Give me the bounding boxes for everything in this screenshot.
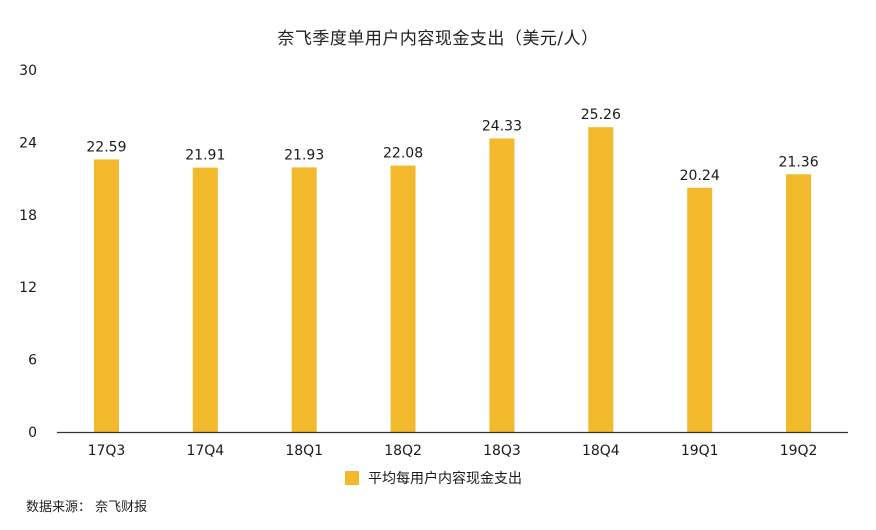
bar: [489, 138, 515, 432]
y-tick-label: 18: [19, 208, 37, 224]
bar-value-label: 21.93: [284, 147, 324, 163]
legend-label: 平均每用户内容现金支出: [368, 470, 522, 487]
x-tick-label: 18Q1: [285, 443, 323, 459]
chart-title: 奈飞季度单用户内容现金支出（美元/人）: [277, 29, 599, 49]
bar: [192, 167, 218, 433]
x-tick-label: 17Q4: [186, 443, 224, 459]
x-tick-label: 18Q3: [483, 443, 521, 459]
bar: [390, 165, 416, 432]
y-tick-label: 30: [19, 63, 37, 79]
y-axis-ticks: 0 6 12 18 24 30: [19, 63, 37, 441]
bar-value-label: 21.91: [185, 148, 225, 164]
bars-group: [93, 127, 812, 433]
bar: [687, 187, 713, 432]
y-tick-label: 0: [28, 425, 37, 441]
y-tick-label: 12: [19, 280, 37, 296]
bar-value-label: 20.24: [680, 168, 720, 184]
source-note: 数据来源： 奈飞财报: [26, 500, 148, 515]
bar: [786, 174, 812, 433]
x-axis-ticks: 17Q3 17Q4 18Q1 18Q2 18Q3 18Q4 19Q1 19Q2: [88, 443, 818, 459]
legend: 平均每用户内容现金支出: [345, 470, 522, 487]
x-tick-label: 17Q3: [88, 443, 126, 459]
y-tick-label: 24: [19, 135, 37, 151]
value-labels-group: 22.59 21.91 21.93 22.08 24.33 25.26 20.24 21.36: [86, 107, 818, 184]
bar-value-label: 22.59: [86, 139, 126, 155]
x-tick-label: 19Q1: [681, 443, 719, 459]
y-tick-label: 6: [28, 353, 37, 369]
bar: [93, 159, 119, 432]
bar-value-label: 25.26: [581, 107, 621, 123]
bar: [291, 167, 317, 433]
bar-value-label: 24.33: [482, 118, 522, 134]
legend-swatch: [345, 471, 359, 485]
x-tick-label: 19Q2: [780, 443, 818, 459]
x-tick-label: 18Q4: [582, 443, 620, 459]
bar-value-label: 21.36: [779, 154, 819, 170]
bar-value-label: 22.08: [383, 146, 423, 162]
x-tick-label: 18Q2: [384, 443, 422, 459]
bar: [588, 127, 614, 433]
